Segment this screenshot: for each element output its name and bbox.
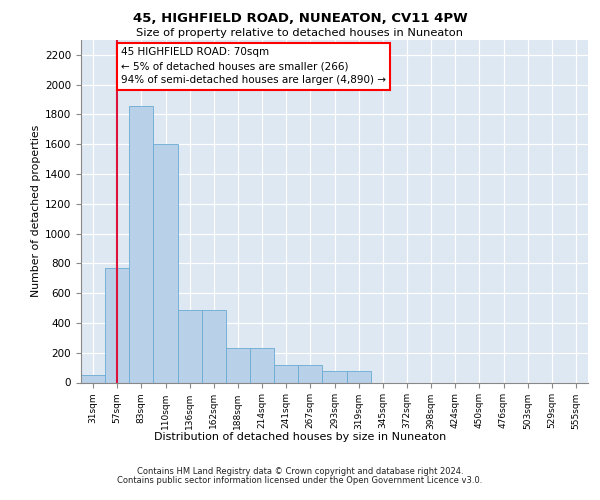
Bar bbox=[322, 370, 347, 382]
Bar bbox=[178, 310, 202, 382]
Text: 45 HIGHFIELD ROAD: 70sqm
← 5% of detached houses are smaller (266)
94% of semi-d: 45 HIGHFIELD ROAD: 70sqm ← 5% of detache… bbox=[121, 48, 386, 86]
Bar bbox=[347, 372, 371, 382]
Text: Distribution of detached houses by size in Nuneaton: Distribution of detached houses by size … bbox=[154, 432, 446, 442]
Bar bbox=[274, 364, 298, 382]
Bar bbox=[250, 348, 274, 382]
Bar bbox=[154, 144, 178, 382]
Text: 45, HIGHFIELD ROAD, NUNEATON, CV11 4PW: 45, HIGHFIELD ROAD, NUNEATON, CV11 4PW bbox=[133, 12, 467, 26]
Text: Contains HM Land Registry data © Crown copyright and database right 2024.: Contains HM Land Registry data © Crown c… bbox=[137, 467, 463, 476]
Text: Size of property relative to detached houses in Nuneaton: Size of property relative to detached ho… bbox=[137, 28, 464, 38]
Bar bbox=[226, 348, 250, 382]
Bar bbox=[202, 310, 226, 382]
Y-axis label: Number of detached properties: Number of detached properties bbox=[31, 125, 41, 298]
Text: Contains public sector information licensed under the Open Government Licence v3: Contains public sector information licen… bbox=[118, 476, 482, 485]
Bar bbox=[81, 375, 105, 382]
Bar bbox=[298, 364, 322, 382]
Bar bbox=[105, 268, 129, 382]
Bar bbox=[129, 106, 154, 382]
